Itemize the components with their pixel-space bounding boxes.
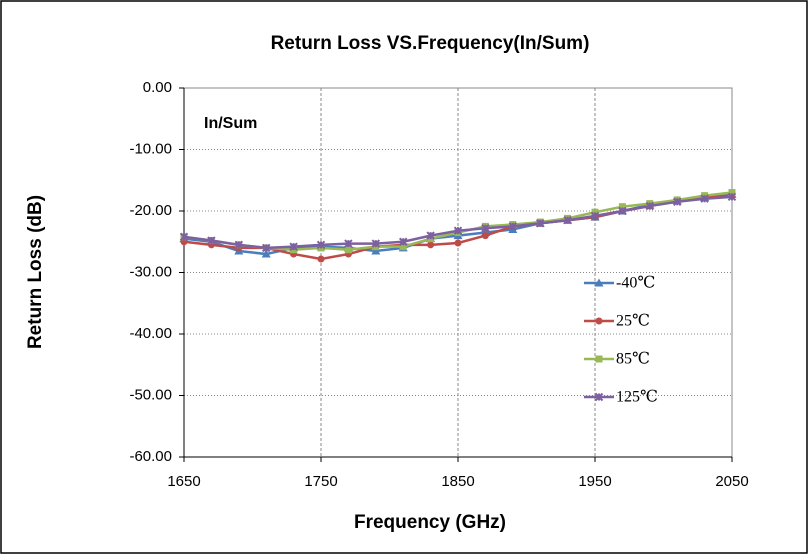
y-tick-label: -10.00 (129, 140, 172, 157)
marker (672, 197, 682, 206)
marker (728, 189, 736, 197)
marker (234, 240, 244, 250)
y-tick-label: 0.00 (143, 79, 172, 96)
marker (618, 203, 626, 211)
marker (427, 241, 435, 249)
marker (618, 206, 627, 216)
marker (454, 239, 462, 247)
marker (481, 224, 490, 233)
marker (645, 201, 655, 211)
y-tick-label: -30.00 (129, 263, 172, 280)
marker (591, 208, 599, 216)
marker (700, 194, 709, 203)
marker (399, 243, 407, 251)
marker (727, 192, 737, 202)
legend-label: 125℃ (616, 389, 658, 406)
marker (535, 219, 545, 228)
marker (590, 211, 600, 221)
legend-marker (595, 317, 603, 325)
legend-marker (594, 278, 604, 287)
legend-marker (594, 392, 604, 402)
legend-marker (595, 355, 603, 363)
marker (316, 240, 326, 250)
y-tick-label: -60.00 (129, 448, 172, 465)
y-tick-label: -20.00 (129, 202, 172, 219)
marker (179, 232, 189, 242)
x-tick-label: 1650 (167, 473, 200, 490)
legend-label: -40℃ (616, 275, 655, 292)
marker (371, 246, 381, 255)
marker (453, 226, 463, 235)
marker (508, 222, 518, 231)
marker (344, 239, 353, 248)
legend-label: 85℃ (616, 351, 650, 368)
marker (317, 255, 325, 263)
x-tick-label: 1750 (304, 473, 337, 490)
marker (289, 242, 298, 251)
annotation: In/Sum (204, 115, 257, 132)
marker (261, 243, 271, 253)
marker (398, 237, 408, 246)
marker (481, 232, 489, 240)
marker (344, 246, 352, 254)
legend-label: 25℃ (616, 313, 650, 330)
x-axis-label: Frequency (GHz) (354, 512, 506, 533)
chart-title: Return Loss VS.Frequency(In/Sum) (271, 33, 590, 54)
marker (563, 216, 572, 225)
marker (207, 236, 216, 245)
y-axis-label: Return Loss (dB) (25, 195, 46, 349)
marker (261, 249, 271, 258)
marker (426, 231, 435, 240)
marker (371, 239, 381, 248)
x-tick-label: 2050 (715, 473, 748, 490)
x-tick-label: 1850 (441, 473, 474, 490)
y-tick-label: -50.00 (129, 386, 172, 403)
x-tick-label: 1950 (578, 473, 611, 490)
y-tick-label: -40.00 (129, 325, 172, 342)
